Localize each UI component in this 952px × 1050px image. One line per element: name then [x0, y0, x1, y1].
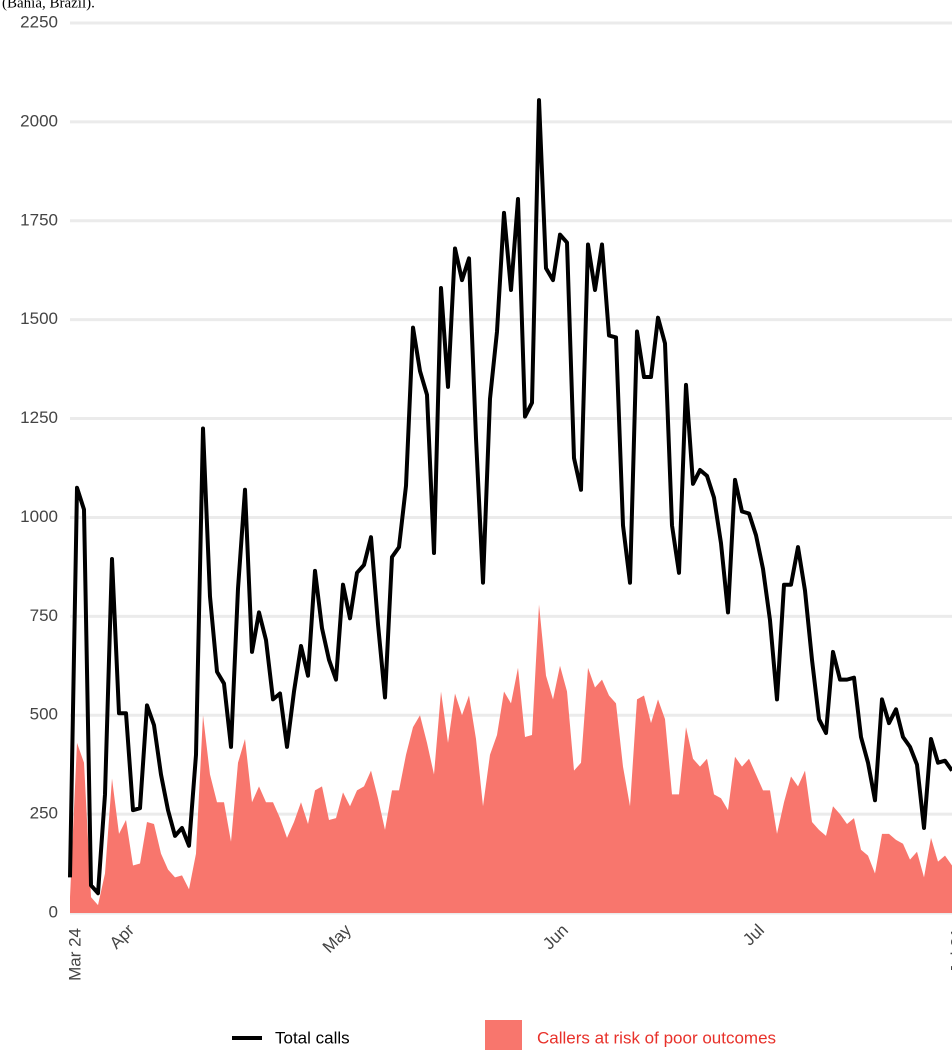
subtitle: (Bahia, Brazil). [2, 0, 95, 11]
area [70, 604, 952, 913]
x-tick-label: Mar 24 [65, 928, 84, 981]
x-tick-label: May [319, 920, 355, 956]
legend-label: Total calls [275, 1028, 350, 1047]
x-tick-label: Jun [539, 921, 572, 954]
y-tick-label: 2000 [20, 111, 58, 130]
legend-label: Callers at risk of poor outcomes [537, 1028, 776, 1047]
y-tick-label: 250 [30, 804, 58, 823]
y-tick-label: 750 [30, 606, 58, 625]
y-tick-label: 1000 [20, 507, 58, 526]
y-tick-label: 1250 [20, 408, 58, 427]
x-tick-label: Jul [739, 921, 768, 950]
y-tick-label: 1750 [20, 210, 58, 229]
y-tick-label: 1500 [20, 309, 58, 328]
y-tick-label: 500 [30, 705, 58, 724]
y-tick-label: 0 [49, 902, 58, 921]
line [68, 98, 952, 896]
legend-swatch [485, 1020, 522, 1050]
y-tick-label: 2250 [20, 12, 58, 31]
x-tick-label: Apr [106, 920, 138, 952]
x-tick-label: Jul 21 [947, 928, 952, 973]
